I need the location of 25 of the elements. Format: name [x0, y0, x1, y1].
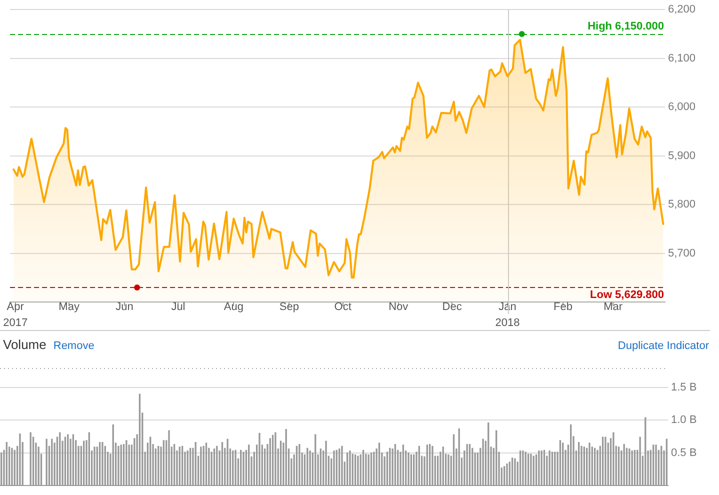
x-tick-label: Apr 2017 [3, 301, 28, 329]
y-tick-label: 6,000 [668, 101, 696, 114]
x-tick-label: Dec [442, 301, 462, 314]
y-tick-label: 5,700 [668, 247, 696, 260]
x-tick-label: Nov [388, 301, 409, 314]
y-tick-label: 6,100 [668, 52, 696, 64]
x-tick-label: Mar [604, 301, 623, 314]
x-tick-label: Jun [116, 301, 134, 314]
x-tick-label: Feb [554, 301, 572, 314]
x-tick-label: Oct [334, 301, 352, 314]
text: Duplicate Indicator [618, 340, 709, 352]
x-tick-label: Sep [279, 301, 299, 314]
y-tick-label: 6,200 [668, 4, 696, 16]
y-tick-label: 1.5 B [671, 382, 697, 394]
x-tick-label: May [58, 301, 80, 314]
x-tick-label: Jul [171, 301, 186, 314]
y-tick-label: 1.0 B [671, 414, 697, 426]
y-tick-label: 0.5 B [671, 446, 697, 459]
y-tick-label: 5,800 [668, 198, 696, 211]
y-tick-label: 5,900 [668, 150, 696, 162]
text: Remove [53, 340, 94, 352]
chart-title: Volume [3, 337, 46, 352]
ref-line-label: High 6,150.000 [588, 20, 664, 32]
ref-line-label: Low 5,629.800 [590, 289, 664, 302]
x-tick-label: Aug [224, 301, 244, 314]
